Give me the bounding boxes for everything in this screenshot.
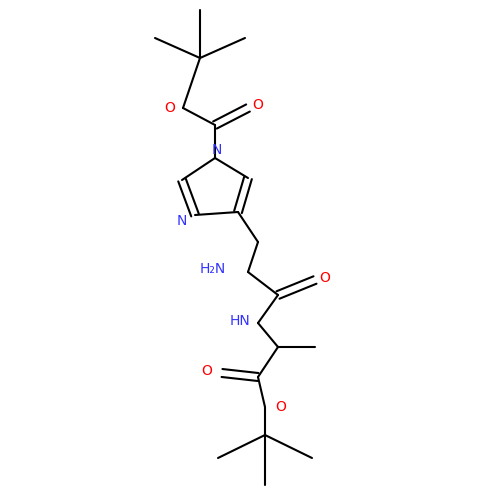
Text: O: O <box>164 101 175 115</box>
Text: O: O <box>275 400 286 414</box>
Text: O: O <box>252 98 264 112</box>
Text: O: O <box>320 271 330 285</box>
Text: N: N <box>176 214 187 228</box>
Text: HN: HN <box>229 314 250 328</box>
Text: H₂N: H₂N <box>200 262 226 276</box>
Text: N: N <box>212 143 222 157</box>
Text: O: O <box>201 364 212 378</box>
